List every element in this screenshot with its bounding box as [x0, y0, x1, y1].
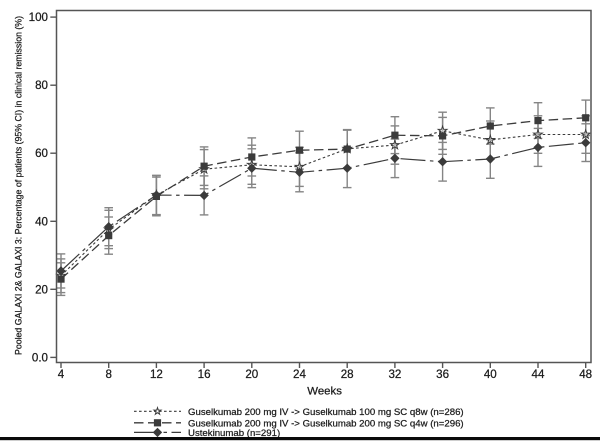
- svg-text:40: 40: [35, 215, 48, 228]
- svg-text:24: 24: [293, 368, 306, 381]
- svg-text:20: 20: [35, 283, 48, 296]
- svg-text:40: 40: [484, 368, 497, 381]
- svg-text:12: 12: [150, 368, 163, 381]
- svg-text:8: 8: [105, 368, 111, 381]
- svg-text:32: 32: [388, 368, 401, 381]
- svg-text:Guselkumab 200 mg IV -> Guselk: Guselkumab 200 mg IV -> Guselkumab 100 m…: [188, 407, 464, 418]
- svg-text:4: 4: [58, 368, 65, 381]
- svg-text:100: 100: [29, 11, 48, 24]
- svg-text:36: 36: [436, 368, 449, 381]
- svg-text:0.0: 0.0: [32, 351, 48, 364]
- svg-text:Weeks: Weeks: [307, 386, 342, 398]
- svg-text:16: 16: [198, 368, 211, 381]
- svg-text:28: 28: [341, 368, 354, 381]
- svg-text:20: 20: [245, 368, 258, 381]
- svg-text:44: 44: [532, 368, 545, 381]
- svg-text:Pooled GALAXI 2& GALAXI 3: Per: Pooled GALAXI 2& GALAXI 3: Percentage of…: [14, 16, 24, 355]
- svg-text:80: 80: [35, 79, 48, 92]
- svg-text:Guselkumab 200 mg IV -> Guselk: Guselkumab 200 mg IV -> Guselkumab 200 m…: [188, 418, 464, 429]
- svg-text:Ustekinumab (n=291): Ustekinumab (n=291): [188, 428, 280, 439]
- svg-text:48: 48: [579, 368, 592, 381]
- svg-text:60: 60: [35, 147, 48, 160]
